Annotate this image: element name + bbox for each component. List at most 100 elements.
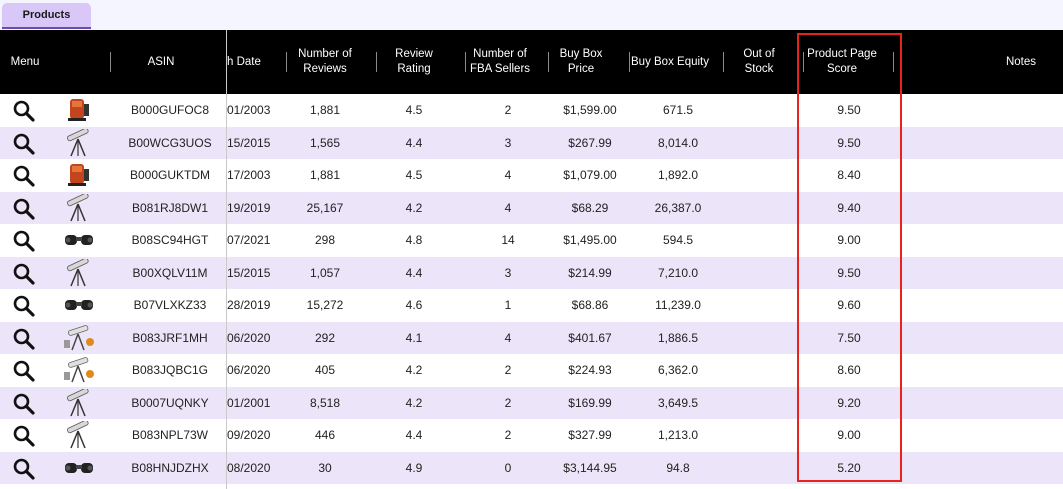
product-page-score-cell: 8.60 <box>837 363 861 377</box>
reviews-cell: 1,565 <box>309 135 341 150</box>
rating-cell: 4.8 <box>405 233 423 247</box>
telescope-tripod-thumbnail[interactable] <box>62 421 96 449</box>
launch-date-cell: 28/2019 <box>227 298 271 312</box>
notes-cell[interactable] <box>985 224 1057 256</box>
column-divider[interactable] <box>803 52 804 72</box>
binoculars-thumbnail[interactable] <box>62 454 96 482</box>
buy-box-equity-cell: 8,014.0 <box>657 135 699 150</box>
buy-box-price-cell: $1,079.00 <box>563 168 617 182</box>
table-row[interactable]: B08HNJDZHX 08/2020 30 4.9 0 $3,144.95 94.8 5.20 <box>0 451 1063 484</box>
rating-cell: 4.5 <box>405 103 423 117</box>
fba-sellers-cell: 1 <box>504 298 512 312</box>
fba-sellers-cell: 2 <box>504 395 512 410</box>
telescope-tripod-thumbnail[interactable] <box>62 258 96 287</box>
buy-box-equity-cell: 3,649.5 <box>657 395 699 410</box>
launch-date-cell: 19/2019 <box>227 200 271 215</box>
binoculars-thumbnail[interactable] <box>62 226 96 254</box>
column-divider[interactable] <box>376 52 377 72</box>
notes-cell[interactable] <box>985 452 1057 484</box>
frozen-column-divider <box>226 30 227 489</box>
notes-cell[interactable] <box>985 94 1057 126</box>
column-header-buy-box-price[interactable]: Buy Box Price <box>559 48 603 75</box>
buy-box-price-cell: $327.99 <box>568 428 612 442</box>
column-divider[interactable] <box>629 52 630 72</box>
asin-cell: B00XQLV11M <box>132 265 208 280</box>
product-page-score-cell: 9.60 <box>837 298 861 312</box>
launch-date-cell: 01/2001 <box>227 395 271 410</box>
column-divider[interactable] <box>548 52 549 72</box>
notes-cell[interactable] <box>985 127 1057 159</box>
binoculars-thumbnail[interactable] <box>62 291 96 319</box>
asin-cell: B083NPL73W <box>131 428 209 442</box>
reviews-cell: 298 <box>314 233 336 247</box>
search-icon[interactable] <box>12 99 36 123</box>
rating-cell: 4.2 <box>405 363 423 377</box>
column-divider[interactable] <box>723 52 724 72</box>
column-header-buy-box-equity[interactable]: Buy Box Equity <box>631 55 709 68</box>
column-divider[interactable] <box>286 52 287 72</box>
rating-cell: 4.4 <box>405 265 423 280</box>
search-icon[interactable] <box>12 359 36 383</box>
notes-cell[interactable] <box>985 387 1057 419</box>
search-icon[interactable] <box>12 294 36 318</box>
column-divider[interactable] <box>893 52 894 72</box>
table-row[interactable]: B083JRF1MH 06/2020 292 4.1 4 $401.67 1,886.5 7.… <box>0 321 1063 354</box>
table-row[interactable]: B083NPL73W 09/2020 446 4.4 2 $327.99 1,213.0 9.… <box>0 419 1063 451</box>
column-header-menu[interactable]: Menu <box>10 55 40 68</box>
launch-date-cell: 06/2020 <box>227 330 271 345</box>
table-row[interactable]: B00XQLV11M 15/2015 1,057 4.4 3 $214.99 7,210.0… <box>0 256 1063 289</box>
column-header-reviews[interactable]: Number of Reviews <box>298 48 352 75</box>
asin-cell: B083JRF1MH <box>132 330 208 345</box>
search-icon[interactable] <box>12 262 36 286</box>
table-row[interactable]: B07VLXKZ33 28/2019 15,272 4.6 1 $68.86 11,239.… <box>0 289 1063 321</box>
out-of-stock-cell <box>724 94 794 126</box>
column-divider[interactable] <box>465 52 466 72</box>
buy-box-equity-cell: 1,892.0 <box>657 168 699 182</box>
table-row[interactable]: B083JQBC1G 06/2020 405 4.2 2 $224.93 6,362.0 8.… <box>0 354 1063 386</box>
notes-cell[interactable] <box>985 257 1057 289</box>
tab-products[interactable]: Products <box>2 3 91 29</box>
telescope-orange-thumbnail[interactable] <box>62 96 96 124</box>
column-header-notes[interactable]: Notes <box>1005 55 1037 68</box>
column-header-product-page-score[interactable]: Product Page Score <box>807 48 877 75</box>
search-icon[interactable] <box>12 327 36 351</box>
telescope-tripod-thumbnail[interactable] <box>62 388 96 417</box>
column-divider[interactable] <box>110 52 111 72</box>
reviews-cell: 8,518 <box>309 395 341 410</box>
rating-cell: 4.9 <box>405 460 423 475</box>
telescope-orange-thumbnail[interactable] <box>62 161 96 189</box>
search-icon[interactable] <box>12 229 36 253</box>
search-icon[interactable] <box>12 424 36 448</box>
search-icon[interactable] <box>12 392 36 416</box>
column-header-asin[interactable]: ASIN <box>147 55 175 68</box>
table-row[interactable]: B000GUFOC8 01/2003 1,881 4.5 2 $1,599.00 671.5… <box>0 94 1063 126</box>
table-row[interactable]: B081RJ8DW1 19/2019 25,167 4.2 4 $68.29 26,387.… <box>0 191 1063 224</box>
telescope-tripod-thumbnail[interactable] <box>62 193 96 222</box>
column-header-launch-date[interactable]: h Date <box>227 55 261 68</box>
table-row[interactable]: B000GUKTDM 17/2003 1,881 4.5 4 $1,079.00 1,892… <box>0 159 1063 191</box>
product-page-score-cell: 9.50 <box>837 265 861 280</box>
notes-cell[interactable] <box>985 322 1057 354</box>
notes-cell[interactable] <box>985 192 1057 224</box>
search-icon[interactable] <box>12 132 36 156</box>
notes-cell[interactable] <box>985 289 1057 321</box>
notes-cell[interactable] <box>985 159 1057 191</box>
notes-cell[interactable] <box>985 354 1057 386</box>
search-icon[interactable] <box>12 457 36 481</box>
buy-box-price-cell: $68.29 <box>571 200 609 215</box>
notes-cell[interactable] <box>985 419 1057 451</box>
telescope-kit-thumbnail[interactable] <box>62 324 96 352</box>
table-row[interactable]: B00WCG3UOS 15/2015 1,565 4.4 3 $267.99 8,014.0… <box>0 126 1063 159</box>
column-header-fba-sellers[interactable]: Number of FBA Sellers <box>469 48 531 75</box>
product-page-score-cell: 5.20 <box>837 460 861 475</box>
search-icon[interactable] <box>12 197 36 221</box>
telescope-kit-thumbnail[interactable] <box>62 356 96 384</box>
table-row[interactable]: B0007UQNKY 01/2001 8,518 4.2 2 $169.99 3,649.5… <box>0 386 1063 419</box>
search-icon[interactable] <box>12 164 36 188</box>
telescope-tripod-thumbnail[interactable] <box>62 128 96 157</box>
column-header-rating[interactable]: Review Rating <box>395 48 433 75</box>
column-header-out-of-stock[interactable]: Out of Stock <box>743 48 775 75</box>
buy-box-price-cell: $3,144.95 <box>563 460 617 475</box>
table-row[interactable]: B08SC94HGT 07/2021 298 4.8 14 $1,495.00 594.5 9… <box>0 224 1063 256</box>
reviews-cell: 405 <box>314 363 336 377</box>
